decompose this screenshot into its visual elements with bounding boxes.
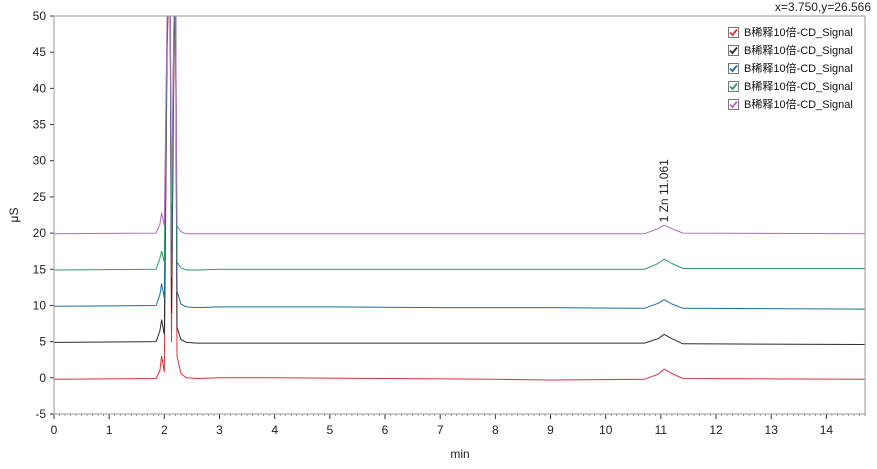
x-tick-label: 4: [271, 423, 278, 437]
y-tick-label: 15: [33, 262, 47, 276]
legend-item[interactable]: B稀释10倍-CD_Signal: [728, 23, 868, 41]
x-tick-label: 7: [437, 423, 444, 437]
x-tick-label: 6: [382, 423, 389, 437]
y-tick-label: 10: [33, 298, 47, 312]
y-tick-label: 35: [33, 118, 47, 132]
check-icon[interactable]: [728, 80, 739, 92]
x-tick-label: 9: [547, 423, 554, 437]
legend-label: B稀释10倍-CD_Signal: [744, 63, 853, 75]
check-icon[interactable]: [728, 44, 739, 56]
x-tick-label: 12: [709, 423, 723, 437]
x-tick-label: 10: [599, 423, 613, 437]
check-icon[interactable]: [728, 62, 739, 74]
y-axis-title: μS: [7, 208, 21, 223]
x-tick-label: 8: [492, 423, 499, 437]
y-tick-label: 0: [39, 371, 46, 385]
legend-label: B稀释10倍-CD_Signal: [744, 45, 853, 57]
x-axis-title: min: [450, 447, 469, 461]
plot-frame: [53, 15, 866, 415]
legend-item[interactable]: B稀释10倍-CD_Signal: [728, 77, 868, 95]
x-tick-label: 3: [216, 423, 223, 437]
series-line-3: [54, 16, 865, 310]
peak-annotation: 1 Zn 11.061: [657, 159, 671, 222]
y-tick-label: 20: [33, 226, 47, 240]
legend-label: B稀释10倍-CD_Signal: [744, 99, 853, 111]
series-layer: [54, 16, 865, 381]
coordinate-readout: x=3.750,y=26.566: [775, 0, 871, 14]
x-tick-label: 11: [655, 423, 668, 437]
legend-label: B稀释10倍-CD_Signal: [744, 81, 853, 93]
x-tick-label: 2: [161, 423, 168, 437]
y-tick-label: 30: [33, 154, 47, 168]
series-line-1: [54, 16, 865, 381]
y-tick-label: 5: [39, 335, 46, 349]
y-tick-label: 40: [33, 81, 47, 95]
legend-item[interactable]: B稀释10倍-CD_Signal: [728, 41, 868, 59]
check-icon[interactable]: [728, 26, 739, 38]
legend: B稀释10倍-CD_Signal B稀释10倍-CD_Signal B稀释10倍…: [728, 23, 868, 113]
x-tick-label: 1: [106, 423, 113, 437]
series-line-2: [54, 16, 865, 345]
x-tick-label: 14: [820, 423, 834, 437]
y-tick-label: -5: [35, 407, 46, 421]
legend-item[interactable]: B稀释10倍-CD_Signal: [728, 59, 868, 77]
series-line-4: [54, 16, 865, 271]
legend-label: B稀释10倍-CD_Signal: [744, 27, 853, 39]
x-tick-label: 5: [327, 423, 334, 437]
x-tick-label: 13: [765, 423, 779, 437]
check-icon[interactable]: [728, 98, 739, 110]
legend-item[interactable]: B稀释10倍-CD_Signal: [728, 95, 868, 113]
y-tick-label: 50: [33, 9, 47, 23]
series-line-5: [54, 16, 865, 235]
x-tick-label: 0: [51, 423, 58, 437]
y-tick-label: 25: [33, 190, 47, 204]
y-tick-label: 45: [33, 45, 47, 59]
